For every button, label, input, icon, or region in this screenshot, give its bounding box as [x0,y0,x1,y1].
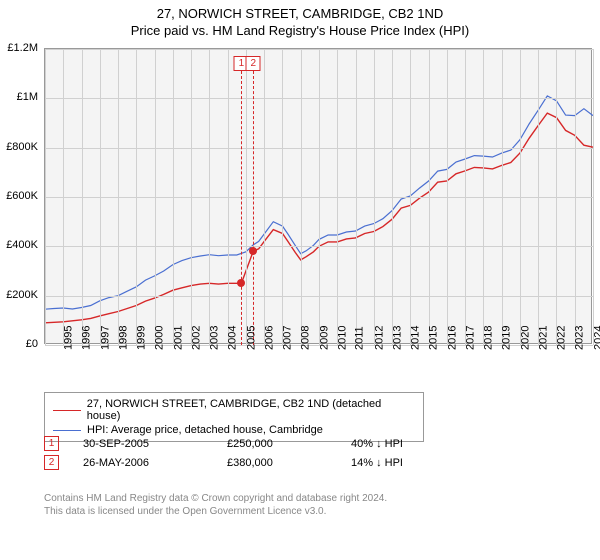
grid-line-vertical [593,49,594,345]
x-tick-label: 2012 [373,326,385,350]
event-dashed-line [253,71,254,345]
x-tick-label: 2018 [483,326,495,350]
sale-date: 30-SEP-2005 [83,438,203,450]
marker-legend: 1 30-SEP-2005 £250,000 40% ↓ HPI 2 26-MAY-200… [44,434,421,472]
x-tick-label: 2007 [282,326,294,350]
x-tick-label: 2004 [227,326,239,350]
x-tick-label: 1999 [136,326,148,350]
grid-line-vertical [63,49,64,345]
x-tick-label: 2015 [428,326,440,350]
sale-date: 26-MAY-2006 [83,457,203,469]
grid-line-vertical [356,49,357,345]
y-tick-label: £1.2M [0,42,38,54]
x-tick-label: 2016 [446,326,458,350]
x-tick-label: 1998 [117,326,129,350]
x-tick-label: 2013 [391,326,403,350]
grid-line-vertical [82,49,83,345]
x-tick-label: 1997 [99,326,111,350]
footer-line-2: This data is licensed under the Open Gov… [44,505,387,518]
grid-line-vertical [45,49,46,345]
grid-line-vertical [520,49,521,345]
x-tick-label: 2014 [410,326,422,350]
x-tick-label: 2001 [172,326,184,350]
x-tick-label: 2000 [154,326,166,350]
x-tick-label: 2005 [245,326,257,350]
event-label-box: 2 [246,56,261,71]
y-tick-label: £400K [0,239,38,251]
x-tick-label: 2003 [209,326,221,350]
grid-line-vertical [374,49,375,345]
legend-swatch [53,430,81,431]
x-tick-label: 2022 [556,326,568,350]
x-tick-label: 2019 [501,326,513,350]
x-tick-label: 2006 [263,326,275,350]
grid-line-vertical [447,49,448,345]
footer-line-1: Contains HM Land Registry data © Crown c… [44,492,387,505]
footer-attribution: Contains HM Land Registry data © Crown c… [44,492,387,518]
grid-line-vertical [228,49,229,345]
sale-pct-vs-hpi: 40% ↓ HPI [351,438,421,450]
x-tick-label: 2011 [354,326,366,350]
title-line-2: Price paid vs. HM Land Registry's House … [0,23,600,40]
grid-line-vertical [483,49,484,345]
x-tick-label: 2020 [519,326,531,350]
x-tick-label: 2017 [464,326,476,350]
chart-container: 27, NORWICH STREET, CAMBRIDGE, CB2 1ND P… [0,0,600,560]
grid-line-vertical [136,49,137,345]
x-tick-label: 1995 [62,326,74,350]
sale-marker [237,279,245,287]
grid-line-vertical [337,49,338,345]
grid-line-vertical [502,49,503,345]
grid-line-vertical [155,49,156,345]
title-line-1: 27, NORWICH STREET, CAMBRIDGE, CB2 1ND [0,6,600,23]
grid-line-vertical [191,49,192,345]
grid-line-vertical [465,49,466,345]
x-tick-label: 2023 [574,326,586,350]
grid-line-vertical [264,49,265,345]
grid-line-vertical [575,49,576,345]
sale-marker-box: 1 [44,436,59,451]
sale-marker [249,247,257,255]
grid-line-vertical [173,49,174,345]
y-tick-label: £0 [0,338,38,350]
x-tick-label: 2002 [190,326,202,350]
sale-pct-vs-hpi: 14% ↓ HPI [351,457,421,469]
grid-line-vertical [282,49,283,345]
grid-line-vertical [538,49,539,345]
grid-line-vertical [118,49,119,345]
plot-area: 12 [44,48,592,344]
grid-line-vertical [301,49,302,345]
grid-line-vertical [556,49,557,345]
x-tick-label: 2024 [592,326,600,350]
sale-row: 1 30-SEP-2005 £250,000 40% ↓ HPI [44,434,421,453]
event-dashed-line [241,71,242,345]
grid-line-vertical [100,49,101,345]
grid-line-vertical [429,49,430,345]
legend-row: 27, NORWICH STREET, CAMBRIDGE, CB2 1ND (… [53,397,415,423]
grid-line-vertical [246,49,247,345]
sale-marker-box: 2 [44,455,59,470]
x-tick-label: 2010 [336,326,348,350]
sale-row: 2 26-MAY-2006 £380,000 14% ↓ HPI [44,453,421,472]
x-tick-label: 2009 [318,326,330,350]
y-tick-label: £600K [0,190,38,202]
y-tick-label: £800K [0,141,38,153]
grid-line-vertical [319,49,320,345]
x-tick-label: 2021 [537,326,549,350]
legend-swatch [53,410,81,411]
sale-price: £380,000 [227,457,327,469]
x-tick-label: 1996 [81,326,93,350]
grid-line-vertical [209,49,210,345]
x-tick-label: 2008 [300,326,312,350]
sale-price: £250,000 [227,438,327,450]
y-tick-label: £200K [0,289,38,301]
chart-title: 27, NORWICH STREET, CAMBRIDGE, CB2 1ND P… [0,0,600,40]
grid-line-vertical [392,49,393,345]
y-tick-label: £1M [0,91,38,103]
legend-label: 27, NORWICH STREET, CAMBRIDGE, CB2 1ND (… [87,398,415,422]
grid-line-vertical [410,49,411,345]
